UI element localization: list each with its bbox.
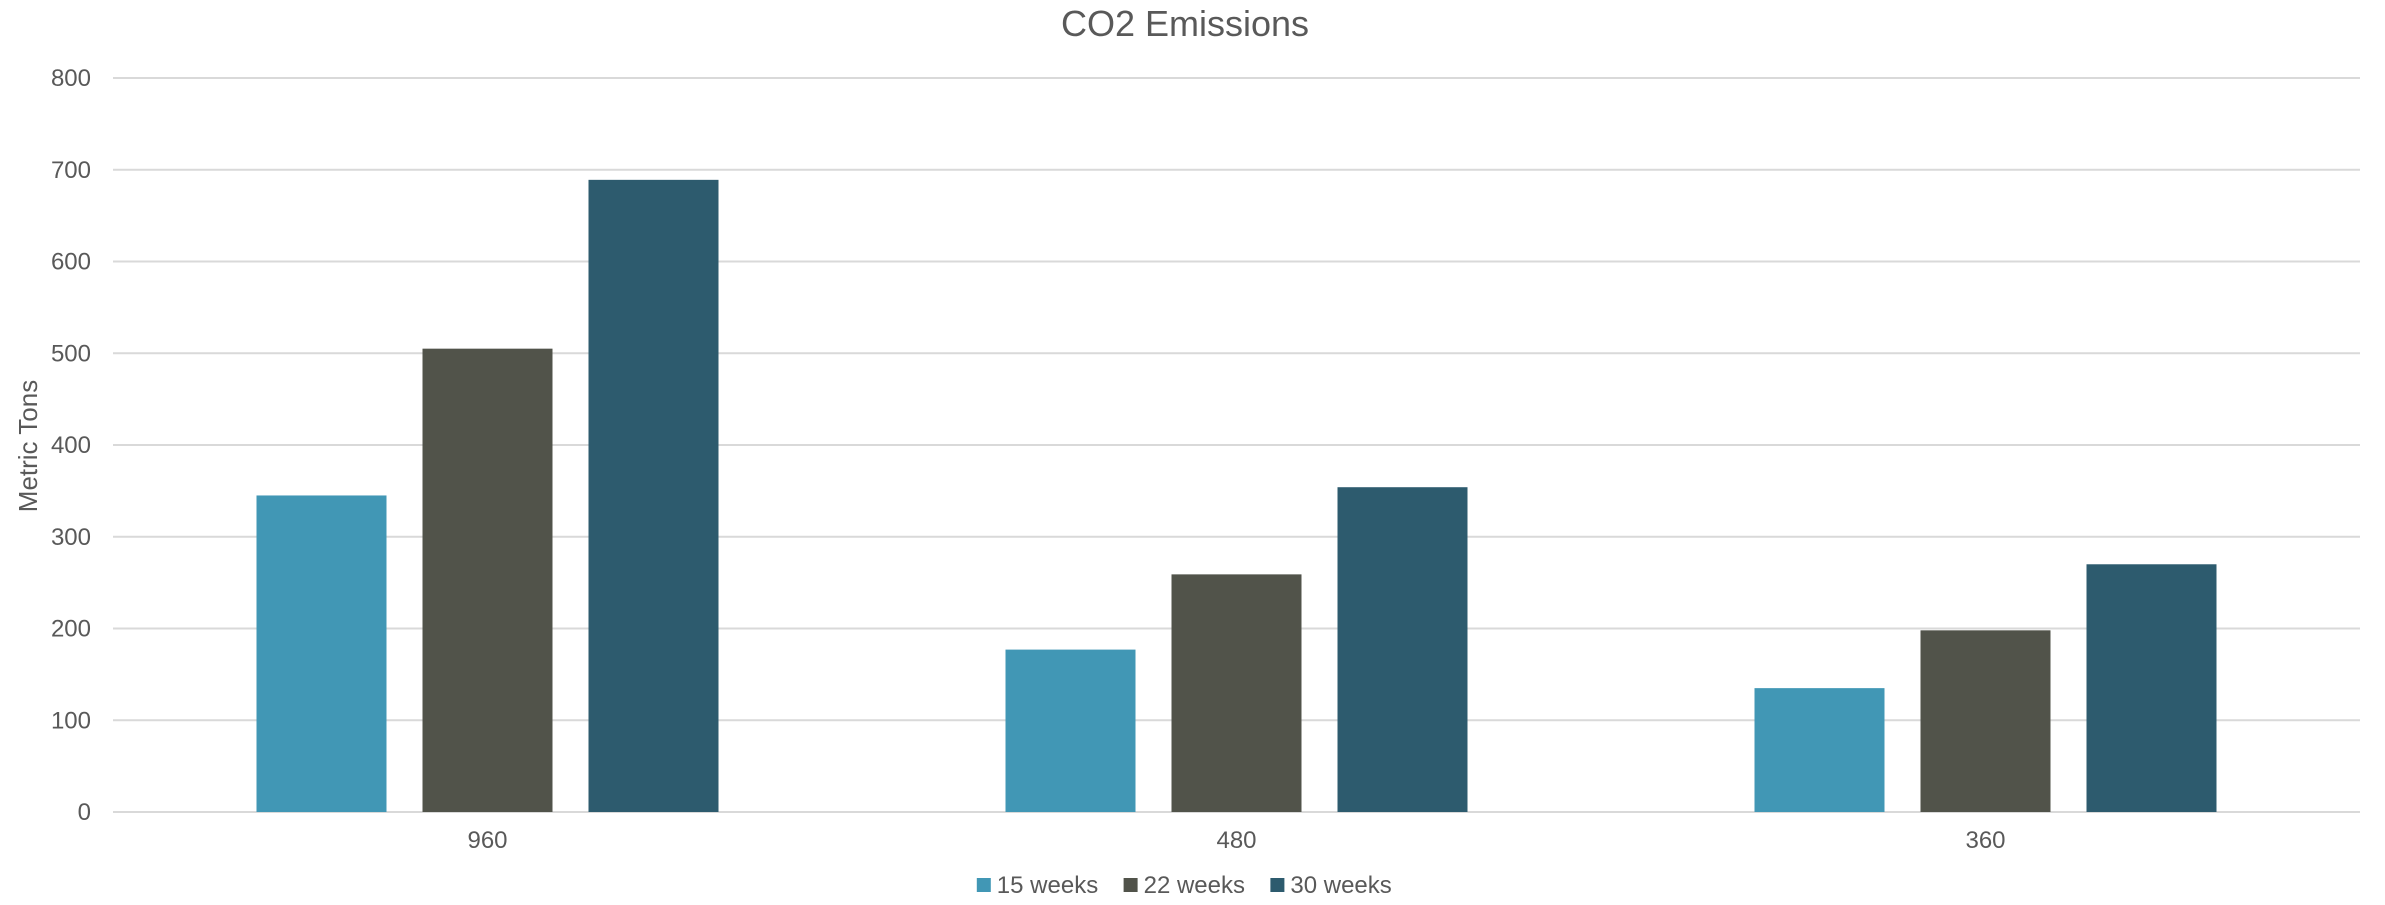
legend-swatch (1123, 878, 1138, 892)
legend: 15 weeks 22 weeks 30 weeks (976, 872, 1392, 899)
legend-label: 30 weeks (1290, 872, 1391, 899)
bar (588, 179, 719, 812)
y-tick-label: 300 (51, 524, 91, 551)
y-tick-label: 800 (51, 65, 91, 92)
y-tick-label: 700 (51, 157, 91, 184)
legend-swatch (1270, 878, 1285, 892)
y-tick-label: 200 (51, 616, 91, 643)
bar (2086, 564, 2217, 812)
y-axis-title: Metric Tons (13, 380, 43, 512)
legend-label: 22 weeks (1144, 872, 1245, 899)
x-tick-label: 360 (1965, 827, 2005, 854)
bar (1005, 649, 1136, 812)
bar (1171, 574, 1302, 812)
x-tick-label: 480 (1216, 827, 1256, 854)
y-tick-label: 400 (51, 432, 91, 459)
x-axis-ticks: 960 480 360 (467, 827, 2005, 854)
bar (422, 348, 553, 812)
legend-label: 15 weeks (997, 872, 1098, 899)
x-tick-label: 960 (467, 827, 507, 854)
legend-swatch (976, 878, 991, 892)
y-tick-label: 500 (51, 340, 91, 367)
y-tick-label: 600 (51, 249, 91, 276)
bar (256, 495, 387, 812)
y-tick-label: 100 (51, 707, 91, 734)
bars (256, 179, 2217, 812)
y-axis-ticks: 0 100 200 300 400 500 600 700 800 (51, 65, 91, 826)
chart-title: CO2 Emissions (1061, 3, 1309, 44)
y-tick-label: 0 (78, 799, 91, 826)
bar (1754, 688, 1885, 812)
bar (1337, 487, 1468, 812)
bar (1920, 630, 2051, 812)
